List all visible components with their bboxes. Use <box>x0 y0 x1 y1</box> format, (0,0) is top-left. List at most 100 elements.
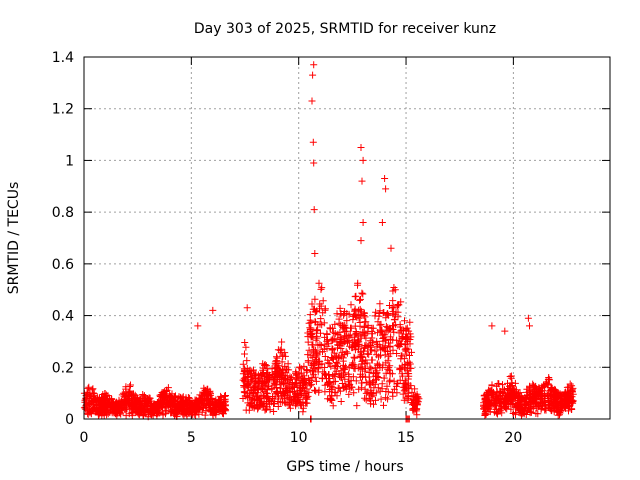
data-point <box>512 411 519 419</box>
data-point <box>369 339 377 347</box>
data-point <box>354 364 362 372</box>
data-point <box>403 370 411 377</box>
data-point <box>508 379 516 387</box>
data-point <box>400 387 408 395</box>
data-point <box>395 343 403 350</box>
data-point <box>333 360 341 368</box>
data-point <box>308 341 316 349</box>
data-point <box>394 341 402 349</box>
data-point <box>241 350 248 358</box>
data-point <box>382 314 390 322</box>
data-point <box>244 399 252 407</box>
data-point <box>310 61 318 69</box>
data-point <box>315 388 323 396</box>
data-point <box>395 329 403 337</box>
data-point <box>341 375 349 383</box>
data-point <box>412 397 419 405</box>
data-point <box>148 410 156 418</box>
data-point <box>393 350 401 357</box>
data-point <box>507 372 515 380</box>
data-point <box>393 302 401 310</box>
data-point <box>296 363 304 371</box>
data-point <box>378 380 386 388</box>
data-point <box>240 383 248 391</box>
data-point <box>348 383 356 391</box>
data-point <box>537 405 545 413</box>
data-point <box>359 156 367 164</box>
data-point <box>387 244 395 252</box>
data-point <box>531 386 539 393</box>
data-point <box>271 390 279 398</box>
data-point <box>509 385 517 393</box>
data-point <box>515 393 523 401</box>
y-axis-label: SRMTID / TECUs <box>6 182 22 295</box>
data-point <box>352 377 360 385</box>
data-point <box>492 395 499 403</box>
data-point <box>369 378 376 386</box>
data-point <box>361 343 369 351</box>
data-point <box>356 305 364 313</box>
data-point <box>568 405 575 413</box>
data-point <box>552 386 559 394</box>
data-point <box>83 395 91 403</box>
data-point <box>254 405 262 413</box>
data-point <box>368 356 376 364</box>
data-point <box>306 382 314 390</box>
data-point <box>331 364 339 372</box>
data-point <box>88 386 96 394</box>
data-point <box>385 364 393 372</box>
data-point <box>359 290 367 298</box>
data-point <box>391 286 399 294</box>
data-point <box>539 401 547 409</box>
data-point <box>541 392 549 400</box>
data-point <box>342 348 350 356</box>
data-point <box>163 406 171 414</box>
data-point <box>316 320 324 328</box>
data-point <box>321 333 329 341</box>
data-point <box>316 300 324 308</box>
data-point <box>242 343 250 351</box>
data-point <box>275 371 283 379</box>
data-point <box>499 392 507 400</box>
data-point <box>525 404 533 412</box>
data-point <box>345 364 353 372</box>
data-point <box>110 402 118 410</box>
data-point <box>313 356 321 364</box>
data-point <box>118 391 126 399</box>
data-point <box>156 399 164 407</box>
data-point <box>547 407 555 414</box>
data-point <box>312 377 320 385</box>
data-point <box>314 341 322 349</box>
data-point <box>412 393 420 401</box>
data-point <box>268 385 276 393</box>
data-point <box>361 394 369 402</box>
data-point <box>363 359 371 367</box>
data-point <box>281 349 289 357</box>
data-point <box>277 345 285 353</box>
data-point <box>340 371 347 379</box>
data-point <box>351 307 359 315</box>
data-point <box>119 404 127 412</box>
data-point <box>311 318 319 326</box>
data-point <box>554 403 562 411</box>
data-point <box>339 322 346 330</box>
y-tick-label: 0.6 <box>52 257 74 273</box>
data-point <box>317 329 324 337</box>
data-point <box>280 372 288 379</box>
data-point <box>382 394 390 402</box>
data-point <box>337 398 345 405</box>
data-point <box>303 366 310 374</box>
data-point <box>249 396 257 404</box>
data-point <box>544 376 552 384</box>
data-point <box>285 366 293 374</box>
data-point <box>125 388 133 396</box>
data-point <box>377 346 385 354</box>
data-point <box>239 376 247 384</box>
data-point <box>250 366 257 374</box>
data-point <box>548 384 556 392</box>
data-point <box>243 393 251 401</box>
data-point <box>138 405 146 413</box>
data-point <box>245 406 253 414</box>
data-point <box>524 314 532 322</box>
data-point <box>288 374 296 382</box>
